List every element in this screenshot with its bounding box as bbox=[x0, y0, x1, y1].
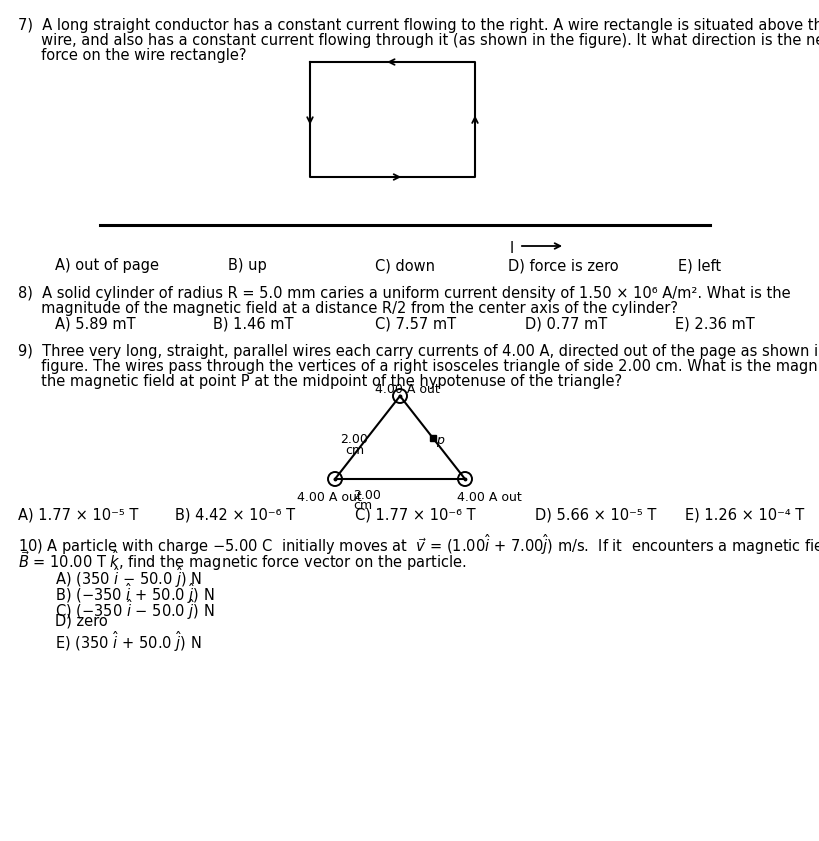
Text: B) ($-$350 $\hat{i}$ + 50.0 $\hat{j}$) N: B) ($-$350 $\hat{i}$ + 50.0 $\hat{j}$) N bbox=[55, 581, 215, 606]
Text: cm: cm bbox=[345, 444, 364, 458]
Text: the magnetic field at point P at the midpoint of the hypotenuse of the triangle?: the magnetic field at point P at the mid… bbox=[18, 374, 622, 389]
Text: 2.00: 2.00 bbox=[340, 433, 368, 447]
Text: 4.00 A out: 4.00 A out bbox=[297, 491, 362, 504]
Text: C) 1.77 × 10⁻⁶ T: C) 1.77 × 10⁻⁶ T bbox=[355, 507, 476, 522]
Text: magnitude of the magnetic field at a distance R/2 from the center axis of the cy: magnitude of the magnetic field at a dis… bbox=[18, 301, 678, 316]
Text: E) left: E) left bbox=[678, 258, 721, 273]
Text: C) ($-$350 $\hat{i}$ $-$ 50.0 $\hat{j}$) N: C) ($-$350 $\hat{i}$ $-$ 50.0 $\hat{j}$)… bbox=[55, 597, 215, 621]
Text: 4.00 A out: 4.00 A out bbox=[457, 491, 522, 504]
Text: D) 0.77 mT: D) 0.77 mT bbox=[525, 316, 607, 331]
Text: E) 1.26 × 10⁻⁴ T: E) 1.26 × 10⁻⁴ T bbox=[685, 507, 804, 522]
Text: 10) A particle with charge $-$5.00 C  initially moves at  $\vec{v}$ = (1.00$\hat: 10) A particle with charge $-$5.00 C ini… bbox=[18, 532, 819, 557]
Text: E) (350 $\hat{i}$ + 50.0 $\hat{j}$) N: E) (350 $\hat{i}$ + 50.0 $\hat{j}$) N bbox=[55, 629, 201, 653]
Text: 4.00 A out: 4.00 A out bbox=[375, 383, 440, 396]
Text: 8)  A solid cylinder of radius R = 5.0 mm caries a uniform current density of 1.: 8) A solid cylinder of radius R = 5.0 mm… bbox=[18, 286, 790, 301]
Text: wire, and also has a constant current flowing through it (as shown in the figure: wire, and also has a constant current fl… bbox=[18, 33, 819, 48]
Text: 9)  Three very long, straight, parallel wires each carry currents of 4.00 A, dir: 9) Three very long, straight, parallel w… bbox=[18, 344, 819, 359]
Text: A) 5.89 mT: A) 5.89 mT bbox=[55, 316, 136, 331]
Text: E) 2.36 mT: E) 2.36 mT bbox=[675, 316, 755, 331]
Text: D) zero: D) zero bbox=[55, 613, 108, 628]
Text: figure. The wires pass through the vertices of a right isosceles triangle of sid: figure. The wires pass through the verti… bbox=[18, 359, 819, 374]
Text: A) 1.77 × 10⁻⁵ T: A) 1.77 × 10⁻⁵ T bbox=[18, 507, 138, 522]
Text: B) up: B) up bbox=[228, 258, 267, 273]
Text: A) (350 $\hat{i}$ $-$ 50.0 $\hat{j}$) N: A) (350 $\hat{i}$ $-$ 50.0 $\hat{j}$) N bbox=[55, 565, 202, 590]
Text: 7)  A long straight conductor has a constant current flowing to the right. A wir: 7) A long straight conductor has a const… bbox=[18, 18, 819, 33]
Text: p: p bbox=[437, 433, 445, 447]
Text: $\vec{B}$ = 10.00 T $\hat{k}$, find the magnetic force vector on the particle.: $\vec{B}$ = 10.00 T $\hat{k}$, find the … bbox=[18, 548, 466, 573]
Text: B) 4.42 × 10⁻⁶ T: B) 4.42 × 10⁻⁶ T bbox=[175, 507, 295, 522]
Text: B) 1.46 mT: B) 1.46 mT bbox=[213, 316, 293, 331]
Text: 2.00: 2.00 bbox=[353, 489, 381, 502]
Text: A) out of page: A) out of page bbox=[55, 258, 159, 273]
Text: D) force is zero: D) force is zero bbox=[508, 258, 618, 273]
Text: cm: cm bbox=[353, 499, 372, 512]
Text: C) down: C) down bbox=[375, 258, 435, 273]
Text: I: I bbox=[510, 241, 514, 256]
Text: force on the wire rectangle?: force on the wire rectangle? bbox=[18, 48, 247, 63]
Text: D) 5.66 × 10⁻⁵ T: D) 5.66 × 10⁻⁵ T bbox=[535, 507, 656, 522]
Text: C) 7.57 mT: C) 7.57 mT bbox=[375, 316, 456, 331]
